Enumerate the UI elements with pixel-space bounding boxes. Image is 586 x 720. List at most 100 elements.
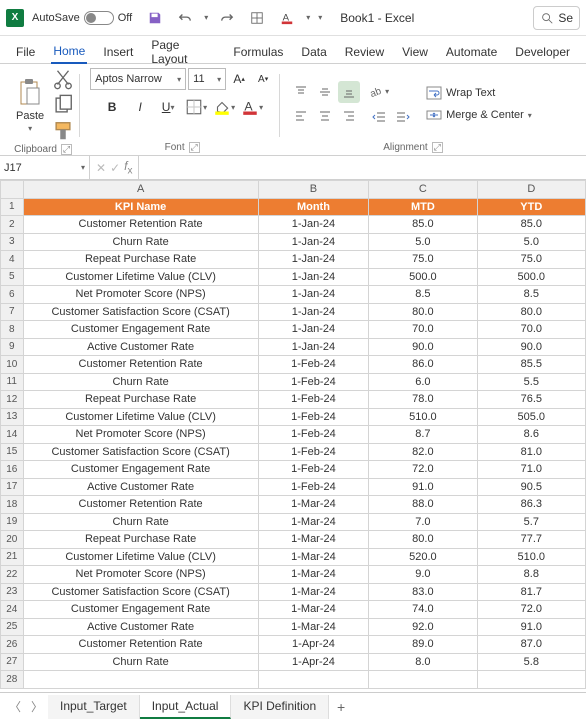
sheet-nav-next-icon[interactable]: 〉	[26, 698, 48, 715]
cell[interactable]: 80.0	[369, 303, 477, 321]
search-box[interactable]: Se	[533, 6, 580, 30]
align-top-icon[interactable]	[290, 81, 312, 103]
cell[interactable]: 1-Jan-24	[258, 268, 368, 286]
underline-button[interactable]: U▾	[157, 96, 179, 118]
row-header[interactable]: 2	[1, 216, 24, 234]
cell[interactable]: Customer Retention Rate	[23, 356, 258, 374]
cell[interactable]: Churn Rate	[23, 513, 258, 531]
cell[interactable]: 520.0	[369, 548, 477, 566]
fx-icon[interactable]: fx	[124, 159, 132, 176]
row-header[interactable]: 14	[1, 426, 24, 444]
cell[interactable]: 1-Mar-24	[258, 566, 368, 584]
copy-icon[interactable]	[52, 94, 74, 116]
autosave-toggle[interactable]: AutoSave Off	[32, 11, 132, 25]
cell[interactable]: 1-Mar-24	[258, 531, 368, 549]
cell[interactable]: 1-Mar-24	[258, 618, 368, 636]
align-left-icon[interactable]	[290, 105, 312, 127]
cell[interactable]: 8.6	[477, 426, 585, 444]
cell[interactable]: 8.5	[477, 286, 585, 304]
redo-icon[interactable]	[216, 7, 238, 29]
align-middle-icon[interactable]	[314, 81, 336, 103]
cell[interactable]: 8.5	[369, 286, 477, 304]
cell[interactable]: 5.0	[369, 233, 477, 251]
save-icon[interactable]	[144, 7, 166, 29]
cell[interactable]: Churn Rate	[23, 373, 258, 391]
align-center-icon[interactable]	[314, 105, 336, 127]
undo-icon[interactable]	[174, 7, 196, 29]
cell[interactable]: 89.0	[369, 636, 477, 654]
cells-grid[interactable]: ABCD 1KPI NameMonthMTDYTD2Customer Reten…	[0, 180, 586, 689]
font-color-qat-dropdown[interactable]: ▾	[306, 13, 310, 22]
row-header[interactable]: 7	[1, 303, 24, 321]
cell[interactable]: 1-Mar-24	[258, 513, 368, 531]
increase-indent-icon[interactable]	[392, 106, 414, 128]
tab-data[interactable]: Data	[299, 41, 328, 63]
tab-automate[interactable]: Automate	[444, 41, 499, 63]
italic-button[interactable]: I	[129, 96, 151, 118]
row-header[interactable]: 12	[1, 391, 24, 409]
cell[interactable]: 500.0	[369, 268, 477, 286]
row-header[interactable]: 20	[1, 531, 24, 549]
cell[interactable]: 78.0	[369, 391, 477, 409]
cell[interactable]: 1-Jan-24	[258, 216, 368, 234]
row-header[interactable]: 23	[1, 583, 24, 601]
row-header[interactable]: 26	[1, 636, 24, 654]
align-bottom-icon[interactable]	[338, 81, 360, 103]
cell[interactable]: 87.0	[477, 636, 585, 654]
cell[interactable]: 1-Jan-24	[258, 303, 368, 321]
cell[interactable]: 83.0	[369, 583, 477, 601]
cell[interactable]: 1-Mar-24	[258, 601, 368, 619]
row-header[interactable]: 5	[1, 268, 24, 286]
cell[interactable]: Customer Engagement Rate	[23, 601, 258, 619]
row-header[interactable]: 27	[1, 653, 24, 671]
cell[interactable]: 92.0	[369, 618, 477, 636]
enter-formula-icon[interactable]: ✓	[110, 161, 120, 175]
cell[interactable]: 5.8	[477, 653, 585, 671]
row-header[interactable]: 24	[1, 601, 24, 619]
font-color-button[interactable]: A▾	[241, 96, 263, 118]
cell[interactable]: Customer Satisfaction Score (CSAT)	[23, 443, 258, 461]
cell[interactable]: Net Promoter Score (NPS)	[23, 286, 258, 304]
row-header[interactable]: 19	[1, 513, 24, 531]
cell[interactable]: Customer Retention Rate	[23, 496, 258, 514]
cell[interactable]: 80.0	[369, 531, 477, 549]
sheet-nav-prev-icon[interactable]: 〈	[4, 698, 26, 715]
cell[interactable]: 91.0	[369, 478, 477, 496]
row-header[interactable]: 22	[1, 566, 24, 584]
cell[interactable]: 72.0	[369, 461, 477, 479]
tab-page-layout[interactable]: Page Layout	[149, 34, 217, 70]
cell[interactable]: 85.0	[477, 216, 585, 234]
tab-file[interactable]: File	[14, 41, 37, 63]
cell[interactable]	[258, 671, 368, 689]
sheet-tab-input-target[interactable]: Input_Target	[48, 695, 140, 719]
cell[interactable]: 91.0	[477, 618, 585, 636]
decrease-font-icon[interactable]: A▾	[252, 68, 274, 90]
cell[interactable]: Repeat Purchase Rate	[23, 531, 258, 549]
font-launcher-icon[interactable]: ⤢	[189, 142, 200, 153]
cell[interactable]: 86.3	[477, 496, 585, 514]
cell[interactable]: Customer Retention Rate	[23, 636, 258, 654]
fill-color-button[interactable]: ▾	[213, 96, 235, 118]
cell[interactable]: 75.0	[477, 251, 585, 269]
cell[interactable]: 70.0	[369, 321, 477, 339]
cell[interactable]: Customer Lifetime Value (CLV)	[23, 548, 258, 566]
header-cell[interactable]: YTD	[477, 198, 585, 216]
paste-button[interactable]: Paste ▾	[12, 74, 48, 137]
cell[interactable]: Active Customer Rate	[23, 618, 258, 636]
cell[interactable]: Customer Lifetime Value (CLV)	[23, 408, 258, 426]
cell[interactable]: 85.5	[477, 356, 585, 374]
row-header[interactable]: 1	[1, 198, 24, 216]
cell[interactable]: Customer Engagement Rate	[23, 321, 258, 339]
cell[interactable]	[369, 671, 477, 689]
cell[interactable]: Churn Rate	[23, 653, 258, 671]
cell[interactable]: Net Promoter Score (NPS)	[23, 426, 258, 444]
cell[interactable]: 1-Feb-24	[258, 373, 368, 391]
row-header[interactable]: 9	[1, 338, 24, 356]
cell[interactable]: 1-Apr-24	[258, 636, 368, 654]
cell[interactable]	[23, 671, 258, 689]
cell[interactable]: 1-Feb-24	[258, 426, 368, 444]
tab-formulas[interactable]: Formulas	[231, 41, 285, 63]
cell[interactable]: 8.7	[369, 426, 477, 444]
cell[interactable]: 81.0	[477, 443, 585, 461]
row-header[interactable]: 16	[1, 461, 24, 479]
